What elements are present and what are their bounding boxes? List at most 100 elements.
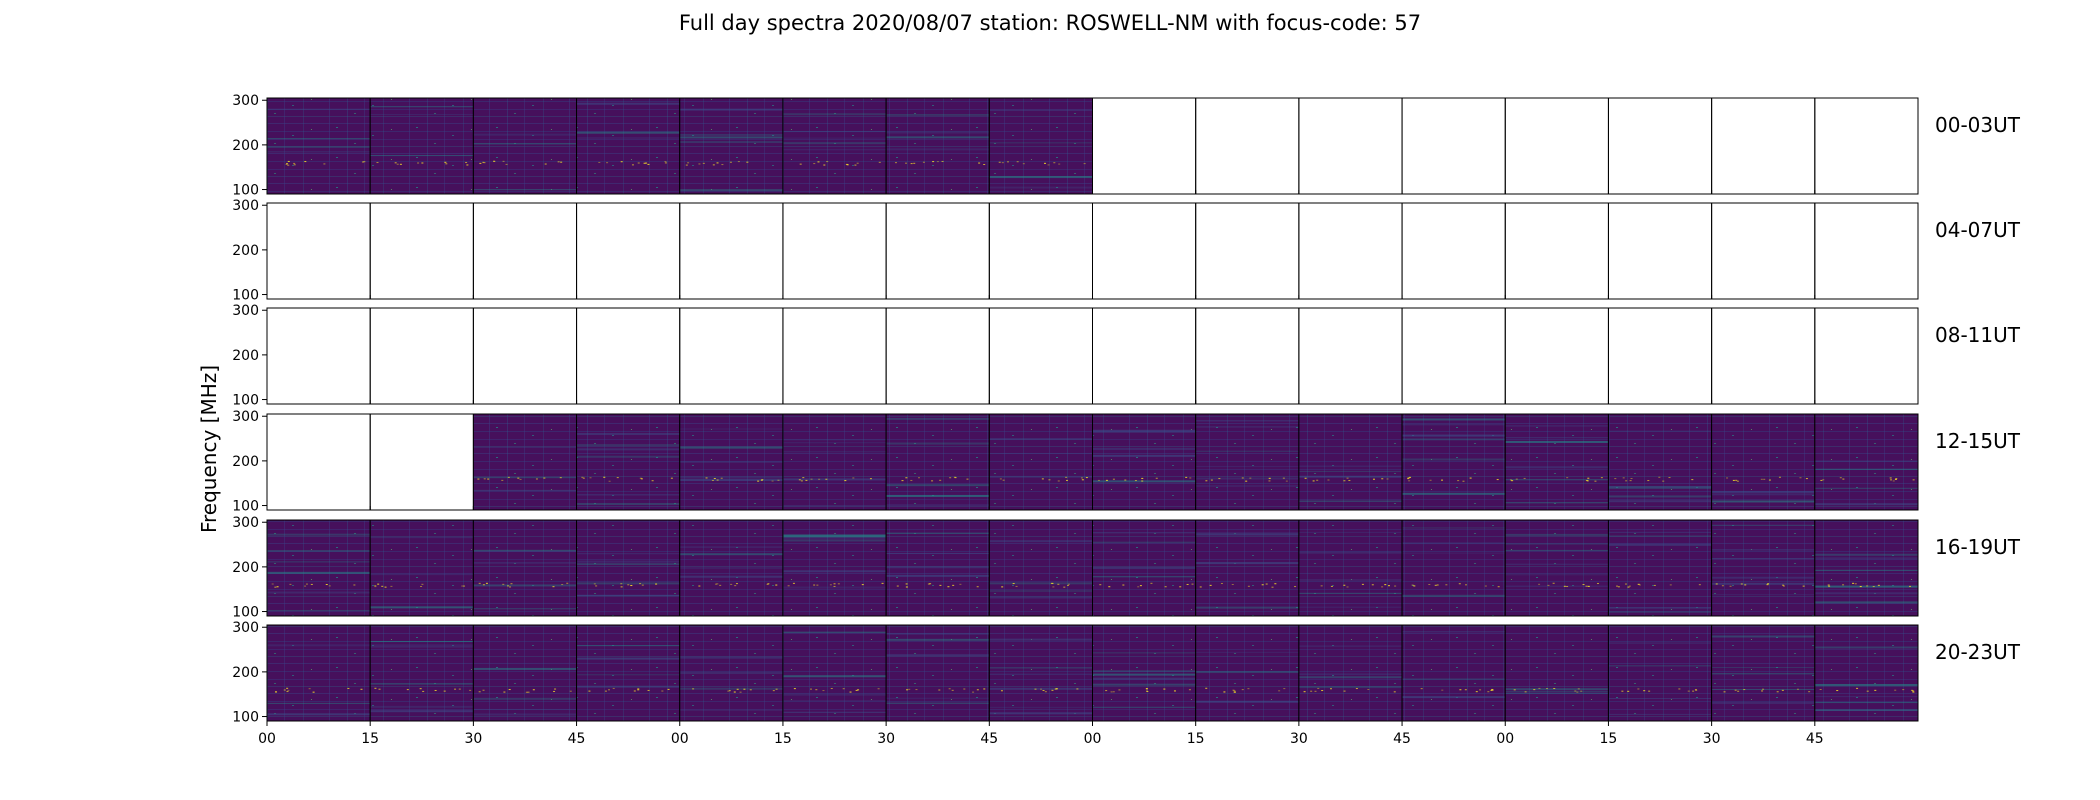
spectrum-stripe xyxy=(473,189,577,191)
interference-dot xyxy=(1381,478,1384,480)
interference-dot xyxy=(1912,479,1915,481)
interference-dot xyxy=(271,583,274,585)
spectrum-stripe xyxy=(1711,490,1815,493)
panel-frame xyxy=(988,202,1093,300)
interference-dot xyxy=(817,161,820,163)
interference-dot xyxy=(608,480,611,482)
spectrum-stripe xyxy=(1505,440,1609,443)
interference-dot xyxy=(1051,689,1054,691)
interference-dot xyxy=(501,479,504,481)
spectrum-panel xyxy=(886,625,990,721)
interference-dot xyxy=(1247,585,1250,587)
interference-dot xyxy=(469,689,472,691)
interference-dot xyxy=(478,582,481,584)
interference-dot xyxy=(936,161,939,163)
interference-dot xyxy=(493,160,496,162)
interference-dot xyxy=(1022,163,1025,165)
interference-dot xyxy=(1044,162,1047,164)
interference-dot xyxy=(1268,480,1271,482)
interference-dot xyxy=(1582,584,1585,586)
interference-dot xyxy=(287,164,290,166)
spectrum-stripe xyxy=(370,155,474,157)
panel-frame xyxy=(1814,202,1919,300)
interference-dot xyxy=(582,477,585,479)
interference-dot xyxy=(1097,479,1100,481)
interference-dot xyxy=(734,585,737,587)
spectrum-stripe xyxy=(1711,524,1815,526)
interference-dot xyxy=(640,478,643,480)
x-tick-label: 30 xyxy=(877,731,895,747)
interference-dot xyxy=(353,584,356,586)
interference-dot xyxy=(949,477,952,479)
interference-dot xyxy=(922,161,925,163)
interference-dot xyxy=(325,584,328,586)
interference-dot xyxy=(1491,688,1494,690)
spectrum-stripe xyxy=(989,712,1093,715)
spectrum-panel xyxy=(1711,625,1815,721)
spectrum-stripe xyxy=(679,553,783,556)
interference-dot xyxy=(506,585,509,587)
interference-dot xyxy=(463,585,466,587)
interference-dot xyxy=(1669,584,1672,586)
spectrum-stripe xyxy=(1505,502,1609,504)
interference-dot xyxy=(1577,688,1580,690)
spectrum-stripe xyxy=(1608,607,1712,610)
spectrum-stripe xyxy=(267,138,371,140)
spectrum-stripe xyxy=(1298,475,1403,478)
interference-dot xyxy=(1842,584,1845,586)
interference-dot xyxy=(1909,585,1912,587)
interference-dot xyxy=(643,162,646,164)
row-time-label: 08-11UT xyxy=(1935,323,2021,347)
spectrum-stripe xyxy=(1505,543,1609,545)
panel-frame xyxy=(1504,202,1609,300)
interference-dot xyxy=(1658,476,1661,478)
interference-dot xyxy=(1902,689,1905,691)
interference-dot xyxy=(399,163,402,165)
interference-dot xyxy=(466,164,469,166)
interference-dot xyxy=(384,586,387,588)
interference-dot xyxy=(757,480,760,482)
interference-dot xyxy=(1066,584,1069,586)
interference-dot xyxy=(1491,689,1494,691)
interference-dot xyxy=(1509,479,1512,481)
interference-dot xyxy=(1247,688,1250,690)
spectrum-stripe xyxy=(576,448,680,451)
interference-dot xyxy=(647,163,650,165)
interference-dot xyxy=(760,479,763,481)
interference-dot xyxy=(274,586,277,588)
spectrum-panel xyxy=(1505,414,1609,510)
spectrum-stripe xyxy=(1505,692,1609,694)
spectrum-stripe xyxy=(1814,702,1918,704)
interference-dot xyxy=(714,583,717,585)
interference-dot xyxy=(1744,584,1747,586)
spectrum-stripe xyxy=(370,113,474,115)
interference-dot xyxy=(1469,477,1472,479)
interference-dot xyxy=(1767,583,1770,585)
interference-dot xyxy=(1058,163,1061,165)
spectrum-stripe xyxy=(989,596,1093,599)
interference-dot xyxy=(593,583,596,585)
interference-dot xyxy=(1223,691,1226,693)
interference-dot xyxy=(1261,584,1264,586)
spectrum-stripe xyxy=(473,143,577,145)
panel-frame xyxy=(1711,97,1816,195)
y-tick-label: 100 xyxy=(232,393,259,409)
spectrum-stripe xyxy=(989,109,1093,111)
spectrum-stripe xyxy=(1711,549,1815,551)
spectrum-panel xyxy=(989,98,1093,194)
spectrum-stripe xyxy=(370,710,474,713)
spectrum-panel xyxy=(1608,414,1712,510)
spectrum-stripe xyxy=(1505,574,1609,576)
interference-dot xyxy=(1627,586,1630,588)
spectrum-stripe xyxy=(1092,673,1196,676)
spectrum-panel xyxy=(1092,625,1196,721)
interference-dot xyxy=(1189,477,1192,479)
spectrum-stripe xyxy=(782,149,887,151)
interference-dot xyxy=(1105,479,1108,481)
interference-dot xyxy=(1381,586,1384,588)
y-tick-label: 200 xyxy=(232,454,259,470)
spectrum-panel xyxy=(679,98,783,194)
spectrum-stripe xyxy=(576,137,680,139)
interference-dot xyxy=(1668,477,1671,479)
